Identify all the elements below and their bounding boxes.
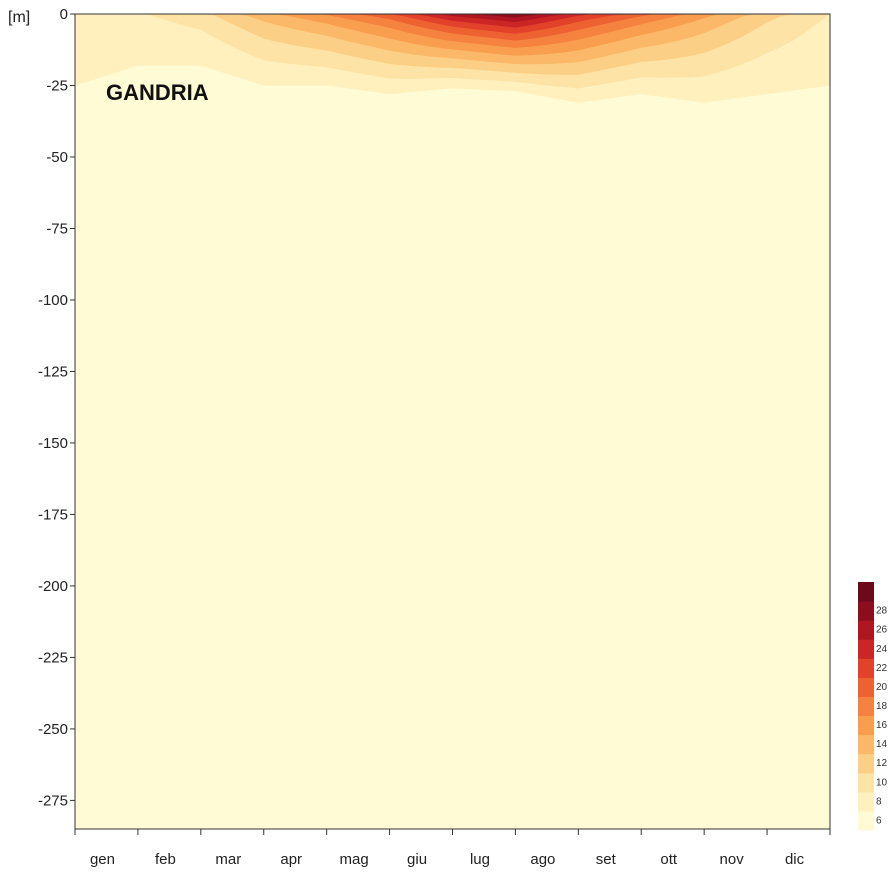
colorbar-swatch xyxy=(858,620,874,640)
colorbar-swatch xyxy=(858,734,874,755)
colorbar-label: 22 xyxy=(876,663,888,674)
colorbar-label: 14 xyxy=(876,739,888,750)
x-tick-label: set xyxy=(596,851,617,868)
colorbar-swatch xyxy=(858,772,874,793)
colorbar-label: 16 xyxy=(876,720,888,731)
y-tick-label: -25 xyxy=(46,77,68,94)
x-tick-label: mag xyxy=(340,851,369,868)
colorbar-label: 12 xyxy=(876,758,888,769)
x-tick-label: ago xyxy=(530,851,555,868)
colorbar-label: 28 xyxy=(876,606,888,617)
contour-layer xyxy=(75,14,830,103)
contour-band xyxy=(75,14,830,34)
y-tick-label: -225 xyxy=(38,649,68,666)
x-tick-label: dic xyxy=(785,851,805,868)
y-tick-label: -250 xyxy=(38,721,68,738)
colorbar-label: 10 xyxy=(876,777,888,788)
chart-title: GANDRIA xyxy=(106,80,209,105)
colorbar-label: 6 xyxy=(876,815,882,826)
colorbar-swatch xyxy=(858,582,874,602)
y-tick-label: -275 xyxy=(38,792,68,809)
contour-band xyxy=(75,14,830,41)
y-tick-label: -75 xyxy=(46,220,68,237)
colorbar-swatch xyxy=(858,791,874,812)
colorbar-label: 18 xyxy=(876,701,888,712)
y-tick-label: -125 xyxy=(38,363,68,380)
colorbar-label: 26 xyxy=(876,625,888,636)
contour-band xyxy=(75,14,830,23)
y-tick-label: -150 xyxy=(38,435,68,452)
y-tick-label: 0 xyxy=(60,6,68,23)
x-tick-label: feb xyxy=(155,851,176,868)
y-tick-label: -175 xyxy=(38,506,68,523)
x-tick-label: giu xyxy=(407,851,427,868)
colorbar-swatch xyxy=(858,753,874,774)
plot-background xyxy=(75,14,830,829)
y-tick-label: -50 xyxy=(46,149,68,166)
contour-band xyxy=(75,14,830,28)
x-tick-label: ott xyxy=(660,851,678,868)
x-tick-label: nov xyxy=(720,851,745,868)
x-tick-label: gen xyxy=(90,851,115,868)
colorbar-label: 24 xyxy=(876,644,888,655)
y-tick-label: -200 xyxy=(38,578,68,595)
axes: 0 -25 -50 -75 -100 -125 -150 -175 -200 -225 -250 -2… xyxy=(38,6,831,868)
y-axis-label: [m] xyxy=(8,9,30,26)
colorbar-swatch xyxy=(858,677,874,697)
colorbar-swatch xyxy=(858,639,874,659)
y-tick-label: -100 xyxy=(38,292,68,309)
x-tick-label: mar xyxy=(215,851,241,868)
colorbar-label: 8 xyxy=(876,796,882,807)
colorbar-swatch xyxy=(858,601,874,621)
colorbar-swatch xyxy=(858,715,874,736)
colorbar-swatch xyxy=(858,696,874,717)
x-tick-label: lug xyxy=(470,851,490,868)
x-tick-label: apr xyxy=(280,851,302,868)
colorbar-label: 20 xyxy=(876,682,888,693)
colorbar: 6 8 10 12 14 16 18 20 22 24 26 28 xyxy=(858,582,888,831)
colorbar-swatch xyxy=(858,658,874,678)
colorbar-swatch xyxy=(858,810,874,831)
